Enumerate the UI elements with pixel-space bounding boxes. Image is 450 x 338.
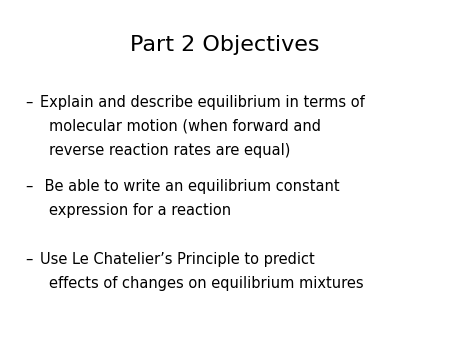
Text: Be able to write an equilibrium constant: Be able to write an equilibrium constant	[40, 179, 340, 194]
Text: reverse reaction rates are equal): reverse reaction rates are equal)	[49, 143, 290, 158]
Text: Use Le Chatelier’s Principle to predict: Use Le Chatelier’s Principle to predict	[40, 252, 315, 267]
Text: expression for a reaction: expression for a reaction	[49, 203, 231, 218]
Text: –: –	[25, 179, 32, 194]
Text: Part 2 Objectives: Part 2 Objectives	[130, 35, 320, 55]
Text: molecular motion (when forward and: molecular motion (when forward and	[49, 119, 320, 134]
Text: –: –	[25, 252, 32, 267]
Text: –: –	[25, 95, 32, 110]
Text: effects of changes on equilibrium mixtures: effects of changes on equilibrium mixtur…	[49, 276, 363, 291]
Text: Explain and describe equilibrium in terms of: Explain and describe equilibrium in term…	[40, 95, 365, 110]
